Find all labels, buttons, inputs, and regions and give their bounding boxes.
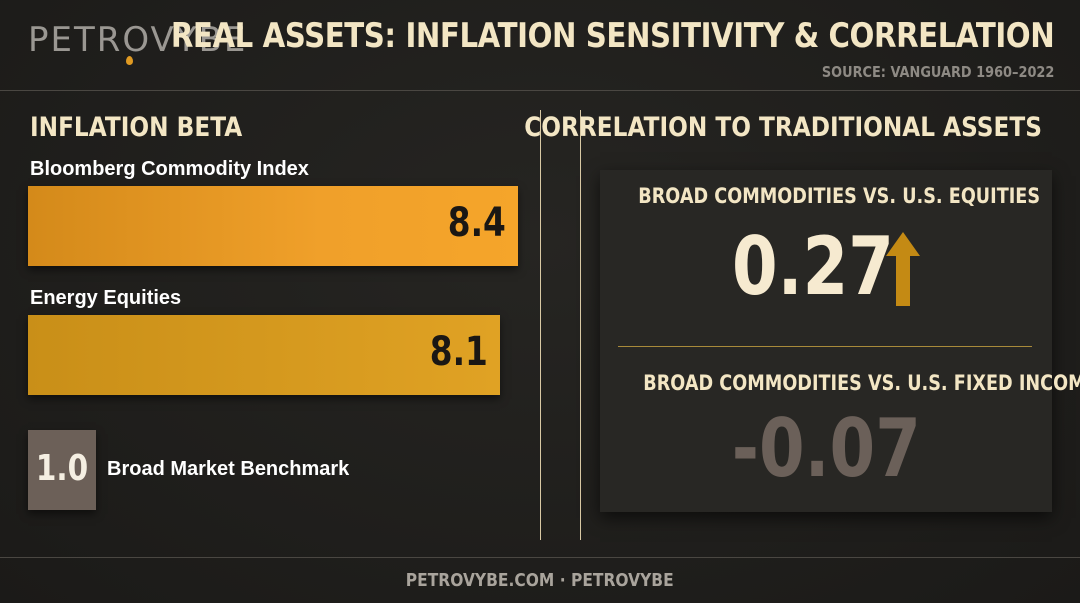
correlation-label-equities: BROAD COMMODITIES VS. U.S. EQUITIES (638, 184, 1041, 208)
bar-benchmark: 1.0 (28, 430, 96, 510)
source-note: SOURCE: VANGUARD 1960–2022 (821, 63, 1054, 81)
footer: PETROVYBE.COM · PETROVYBE (406, 570, 674, 591)
correlation-card: BROAD COMMODITIES VS. U.S. EQUITIES 0.27… (600, 170, 1080, 512)
bar-bloomberg: 8.4 (28, 186, 518, 266)
vertical-divider-left (540, 110, 541, 540)
bar-label-bloomberg: Bloomberg Commodity Index (30, 158, 309, 180)
bar-value-benchmark: 1.0 (35, 448, 89, 489)
bar-energy: 8.1 (28, 315, 500, 395)
up-arrow-icon (886, 232, 920, 306)
correlation-value-fixed-income: -0.07 (731, 402, 921, 495)
logo: PETROVYBE (28, 20, 248, 60)
correlation-value-equities: 0.27 (732, 220, 894, 313)
bar-value-energy: 8.1 (429, 329, 488, 375)
bar-label-energy: Energy Equities (30, 287, 182, 309)
footer-divider (0, 557, 1080, 558)
vertical-divider-right (580, 110, 581, 540)
bar-value-bloomberg: 8.4 (447, 200, 506, 246)
bar-label-benchmark: Broad Market Benchmark (107, 458, 350, 480)
card-divider (618, 346, 1032, 347)
oil-drop-icon (126, 56, 133, 65)
correlation-label-fixed-income: BROAD COMMODITIES VS. U.S. FIXED INCOME (643, 371, 1080, 395)
header-divider (0, 90, 1080, 91)
page-title: REAL ASSETS: INFLATION SENSITIVITY & COR… (170, 16, 1055, 56)
correlation-title: CORRELATION TO TRADITIONAL ASSETS (524, 112, 1042, 143)
inflation-beta-title: INFLATION BETA (30, 112, 243, 143)
